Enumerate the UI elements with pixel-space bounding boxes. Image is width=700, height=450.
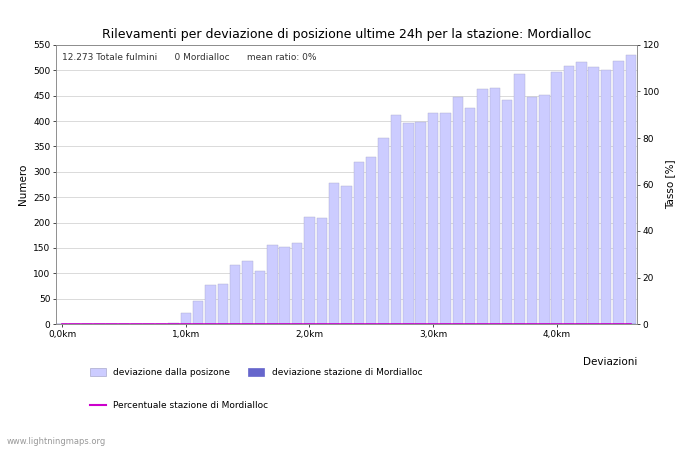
Bar bbox=[230, 265, 241, 324]
Bar bbox=[489, 88, 500, 324]
Y-axis label: Tasso [%]: Tasso [%] bbox=[666, 160, 675, 209]
Bar bbox=[452, 97, 463, 324]
Bar bbox=[477, 89, 488, 324]
Bar bbox=[366, 157, 377, 324]
Bar bbox=[440, 113, 451, 324]
Text: Deviazioni: Deviazioni bbox=[582, 357, 637, 368]
Text: www.lightningmaps.org: www.lightningmaps.org bbox=[7, 436, 106, 446]
Bar bbox=[242, 261, 253, 324]
Bar bbox=[292, 243, 302, 324]
Bar bbox=[428, 113, 438, 324]
Bar bbox=[564, 66, 574, 324]
Y-axis label: Numero: Numero bbox=[18, 164, 27, 205]
Bar bbox=[415, 122, 426, 324]
Bar bbox=[378, 138, 388, 324]
Bar bbox=[589, 67, 599, 324]
Bar bbox=[526, 97, 537, 324]
Text: 12.273 Totale fulmini      0 Mordialloc      mean ratio: 0%: 12.273 Totale fulmini 0 Mordialloc mean … bbox=[62, 54, 316, 63]
Bar bbox=[576, 62, 587, 324]
Bar bbox=[205, 285, 216, 324]
Bar bbox=[391, 115, 401, 324]
Title: Rilevamenti per deviazione di posizione ultime 24h per la stazione: Mordialloc: Rilevamenti per deviazione di posizione … bbox=[102, 28, 592, 41]
Legend: Percentuale stazione di Mordialloc: Percentuale stazione di Mordialloc bbox=[90, 401, 268, 410]
Bar bbox=[193, 301, 204, 324]
Bar bbox=[552, 72, 562, 324]
Bar bbox=[218, 284, 228, 324]
Bar bbox=[255, 271, 265, 324]
Bar bbox=[539, 95, 550, 324]
Bar bbox=[626, 54, 636, 324]
Bar bbox=[502, 100, 512, 324]
Bar bbox=[354, 162, 364, 324]
Bar bbox=[613, 61, 624, 324]
Bar bbox=[341, 186, 352, 324]
Bar bbox=[267, 245, 278, 324]
Bar bbox=[316, 218, 327, 324]
Bar bbox=[181, 313, 191, 324]
Bar bbox=[514, 74, 525, 324]
Bar bbox=[279, 247, 290, 324]
Bar bbox=[403, 122, 414, 324]
Bar bbox=[465, 108, 475, 324]
Bar bbox=[601, 70, 611, 324]
Bar bbox=[304, 217, 315, 324]
Bar bbox=[329, 183, 340, 324]
